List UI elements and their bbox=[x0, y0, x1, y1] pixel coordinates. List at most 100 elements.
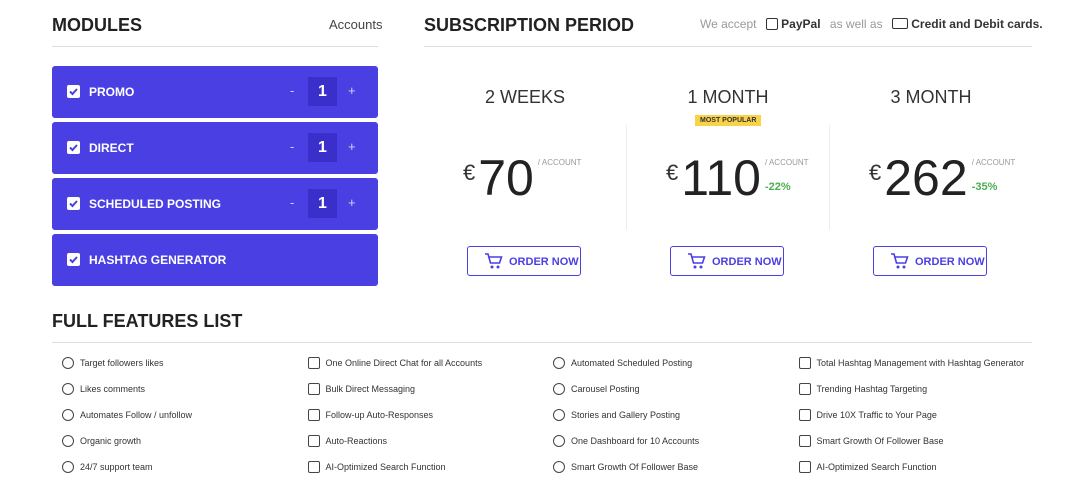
currency: € bbox=[869, 160, 882, 185]
feature-item: Trending Hashtag Targeting bbox=[816, 384, 928, 394]
feature-item: Automated Scheduled Posting bbox=[571, 358, 693, 368]
order-button[interactable]: ORDER NOW bbox=[670, 246, 784, 276]
separator bbox=[626, 125, 627, 230]
feature-icon bbox=[307, 461, 320, 473]
feature-icon bbox=[798, 357, 811, 369]
divider bbox=[52, 342, 1032, 343]
price-row: €70 / ACCOUNT bbox=[463, 148, 581, 208]
feature-icon bbox=[798, 461, 811, 473]
feature-item: Stories and Gallery Posting bbox=[571, 410, 681, 420]
check-mark bbox=[69, 200, 78, 208]
feature-icon bbox=[553, 409, 565, 421]
plan-period: 3 MONTH bbox=[890, 87, 972, 107]
order-button[interactable]: ORDER NOW bbox=[467, 246, 581, 276]
feature-icon bbox=[307, 409, 320, 421]
checkbox[interactable] bbox=[67, 253, 80, 266]
feature-icon bbox=[798, 435, 811, 447]
feature-icon bbox=[307, 435, 320, 447]
feature-item: One Online Direct Chat for all Accounts bbox=[325, 358, 483, 368]
feature-icon bbox=[62, 461, 74, 473]
card-icon bbox=[891, 18, 908, 29]
feature-icon bbox=[553, 357, 565, 369]
currency: € bbox=[666, 160, 679, 185]
plus-button[interactable]: + bbox=[348, 83, 356, 98]
unit: / ACCOUNT bbox=[971, 158, 1016, 167]
minus-button[interactable]: - bbox=[290, 83, 295, 98]
as-well-as: as well as bbox=[829, 17, 883, 31]
feature-item: Auto-Reactions bbox=[325, 436, 388, 446]
plan-period: 2 WEEKS bbox=[484, 87, 566, 107]
feature-item: AI-Optimized Search Function bbox=[816, 462, 937, 472]
feature-item: Likes comments bbox=[80, 384, 146, 394]
price-row: €262/ ACCOUNT -35% bbox=[869, 148, 1015, 208]
module-name: SCHEDULED POSTING bbox=[89, 197, 222, 211]
feature-icon bbox=[553, 435, 565, 447]
price: 262 bbox=[884, 150, 968, 206]
order-label[interactable]: ORDER NOW bbox=[712, 256, 782, 268]
paypal: PayPal bbox=[781, 17, 821, 31]
feature-item: Follow-up Auto-Responses bbox=[325, 410, 434, 420]
quantity: 1 bbox=[308, 189, 337, 218]
module-name: HASHTAG GENERATOR bbox=[89, 253, 227, 267]
feature-item: Organic growth bbox=[80, 436, 142, 446]
order-button[interactable]: ORDER NOW bbox=[873, 246, 987, 276]
feature-item: Drive 10X Traffic to Your Page bbox=[816, 410, 937, 420]
module-row[interactable]: PROMO -1 + bbox=[52, 66, 378, 118]
feature-icon bbox=[62, 409, 74, 421]
feature-icon bbox=[798, 409, 811, 421]
quantity: 1 bbox=[308, 77, 337, 106]
module-row[interactable]: HASHTAG GENERATOR bbox=[52, 234, 378, 286]
cart-icon bbox=[891, 253, 909, 269]
module-row[interactable]: SCHEDULED POSTING -1 + bbox=[52, 178, 378, 230]
accept-text: We accept PayPal as well as Credit and D… bbox=[700, 17, 1043, 31]
feature-item: Automates Follow / unfollow bbox=[80, 410, 193, 420]
feature-icon bbox=[62, 435, 74, 447]
feature-item: AI-Optimized Search Function bbox=[325, 462, 446, 472]
currency: € bbox=[463, 160, 476, 185]
order-label[interactable]: ORDER NOW bbox=[509, 256, 579, 268]
module-row[interactable]: DIRECT -1 + bbox=[52, 122, 378, 174]
feature-icon bbox=[62, 357, 74, 369]
feature-icon bbox=[798, 383, 811, 395]
discount: -35% bbox=[971, 181, 998, 193]
unit: / ACCOUNT bbox=[764, 158, 809, 167]
paypal-icon bbox=[765, 18, 778, 30]
module-name: DIRECT bbox=[89, 141, 134, 155]
separator bbox=[829, 125, 830, 230]
feature-item: Bulk Direct Messaging bbox=[325, 384, 416, 394]
price-side: / ACCOUNT -22% bbox=[765, 158, 809, 193]
feature-icon bbox=[553, 461, 565, 473]
features-title: FULL FEATURES LIST bbox=[52, 311, 243, 331]
plus-button[interactable]: + bbox=[348, 195, 356, 210]
feature-item: Carousel Posting bbox=[571, 384, 640, 394]
feature-item: 24/7 support team bbox=[80, 462, 153, 472]
unit: / ACCOUNT bbox=[537, 158, 582, 167]
check-mark bbox=[69, 256, 78, 264]
checkbox[interactable] bbox=[67, 197, 80, 210]
plus-button[interactable]: + bbox=[348, 139, 356, 154]
checkbox[interactable] bbox=[67, 85, 80, 98]
modules-title: MODULES bbox=[52, 15, 142, 35]
subscription-title: SUBSCRIPTION PERIOD bbox=[424, 15, 635, 35]
quantity: 1 bbox=[308, 133, 337, 162]
module-name: PROMO bbox=[89, 85, 135, 99]
cart-icon bbox=[485, 253, 503, 269]
checkbox[interactable] bbox=[67, 141, 80, 154]
feature-icon bbox=[62, 383, 74, 395]
price-side: / ACCOUNT -35% bbox=[972, 158, 1016, 193]
price-side: / ACCOUNT bbox=[538, 158, 582, 167]
minus-button[interactable]: - bbox=[290, 139, 295, 154]
divider bbox=[52, 46, 378, 47]
order-label[interactable]: ORDER NOW bbox=[915, 256, 985, 268]
feature-item: One Dashboard for 10 Accounts bbox=[571, 436, 700, 446]
divider bbox=[424, 46, 1032, 47]
check-mark bbox=[69, 144, 78, 152]
feature-icon bbox=[553, 383, 565, 395]
check-mark bbox=[69, 88, 78, 96]
minus-button[interactable]: - bbox=[290, 195, 295, 210]
plan-period: 1 MONTH bbox=[687, 87, 769, 107]
price: 70 bbox=[478, 150, 534, 206]
cart-icon bbox=[688, 253, 706, 269]
cards: Credit and Debit cards. bbox=[911, 17, 1043, 31]
